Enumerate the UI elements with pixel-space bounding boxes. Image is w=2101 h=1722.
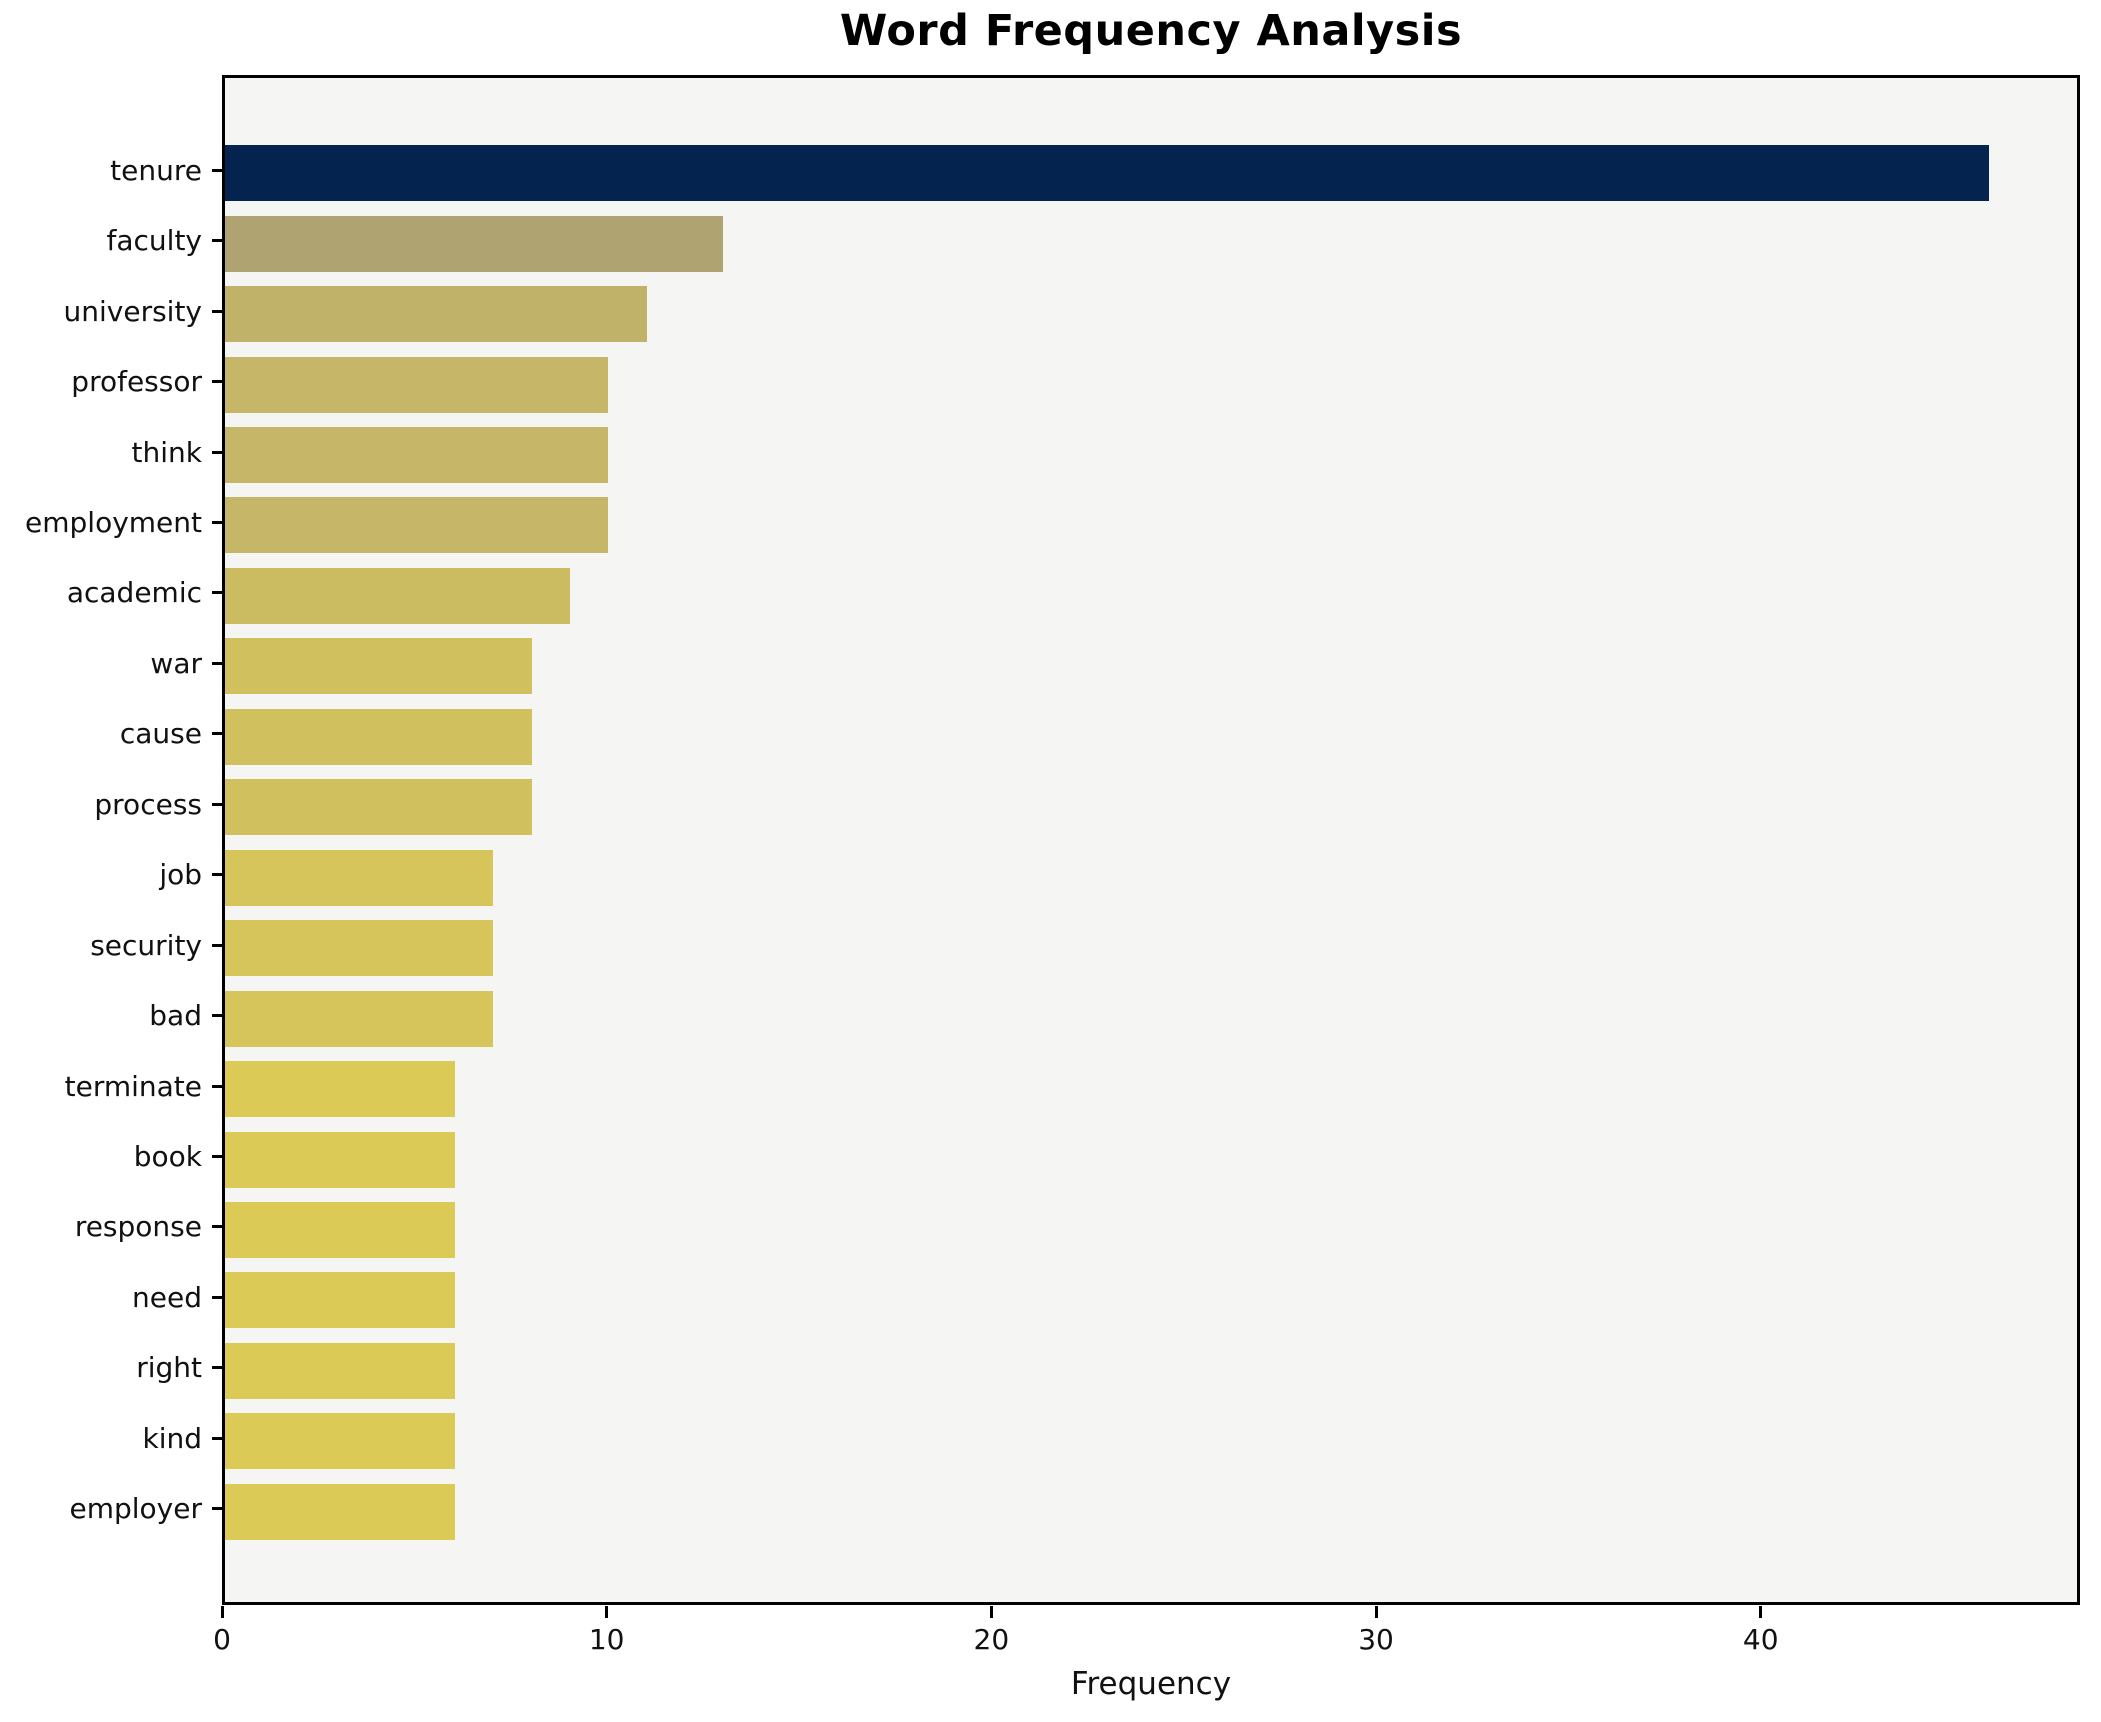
bar-row bbox=[225, 561, 2077, 631]
y-axis-label-war: war bbox=[150, 646, 202, 680]
y-tick-mark bbox=[212, 309, 222, 313]
bar-professor bbox=[225, 356, 609, 413]
x-tick-label-0: 0 bbox=[213, 1623, 231, 1656]
bar-faculty bbox=[225, 215, 724, 272]
y-axis-label-job: job bbox=[159, 858, 202, 892]
x-tick-mark bbox=[220, 1606, 224, 1618]
bar-university bbox=[225, 286, 647, 343]
bar-row bbox=[225, 1406, 2077, 1476]
bar-response bbox=[225, 1201, 456, 1258]
x-tick-label-10: 10 bbox=[588, 1623, 625, 1656]
y-tick-mark bbox=[212, 1225, 222, 1229]
y-tick-mark bbox=[212, 520, 222, 524]
bar-row bbox=[225, 1336, 2077, 1406]
y-axis-label-need: need bbox=[132, 1280, 202, 1314]
y-axis-label-response: response bbox=[74, 1210, 202, 1244]
x-axis-title: Frequency bbox=[1070, 1666, 1232, 1702]
y-tick-mark bbox=[212, 873, 222, 877]
bar-think bbox=[225, 427, 609, 484]
y-tick-mark bbox=[212, 1366, 222, 1370]
bar-row bbox=[225, 138, 2077, 208]
x-tick-mark bbox=[605, 1606, 609, 1618]
y-tick-mark bbox=[212, 1014, 222, 1018]
bar-row bbox=[225, 420, 2077, 490]
bars-layer bbox=[225, 138, 2077, 1547]
bar-process bbox=[225, 779, 532, 836]
y-tick-mark bbox=[212, 591, 222, 595]
y-tick-mark bbox=[212, 239, 222, 243]
y-tick-mark bbox=[212, 732, 222, 736]
y-axis-label-right: right bbox=[136, 1351, 202, 1385]
y-axis-label-security: security bbox=[90, 928, 202, 962]
bar-row bbox=[225, 631, 2077, 701]
y-tick-mark bbox=[212, 380, 222, 384]
y-tick-mark bbox=[212, 802, 222, 806]
bar-need bbox=[225, 1272, 456, 1329]
bar-tenure bbox=[225, 145, 1989, 202]
bar-row bbox=[225, 702, 2077, 772]
x-tick-label-30: 30 bbox=[1358, 1623, 1394, 1656]
bar-academic bbox=[225, 567, 571, 624]
bar-kind bbox=[225, 1413, 456, 1470]
bar-bad bbox=[225, 990, 494, 1047]
bar-row bbox=[225, 490, 2077, 560]
bar-row bbox=[225, 1195, 2077, 1265]
plot-area bbox=[222, 75, 2080, 1605]
x-tick-label-20: 20 bbox=[973, 1623, 1010, 1656]
x-tick-mark bbox=[1374, 1606, 1378, 1618]
bar-job bbox=[225, 849, 494, 906]
bar-row bbox=[225, 843, 2077, 913]
x-tick-mark bbox=[989, 1606, 993, 1618]
bar-row bbox=[225, 1124, 2077, 1194]
y-tick-mark bbox=[212, 661, 222, 665]
y-tick-mark bbox=[212, 1155, 222, 1159]
bar-row bbox=[225, 279, 2077, 349]
y-axis-label-employment: employment bbox=[25, 505, 202, 539]
bar-employer bbox=[225, 1483, 456, 1540]
y-tick-mark bbox=[212, 1436, 222, 1440]
bar-cause bbox=[225, 708, 532, 765]
y-axis-label-terminate: terminate bbox=[64, 1069, 202, 1103]
y-axis-label-kind: kind bbox=[142, 1421, 202, 1455]
y-tick-mark bbox=[212, 943, 222, 947]
bar-terminate bbox=[225, 1061, 456, 1118]
bar-row bbox=[225, 1054, 2077, 1124]
y-axis-label-bad: bad bbox=[149, 999, 202, 1033]
y-axis-label-professor: professor bbox=[71, 365, 202, 399]
y-axis-label-tenure: tenure bbox=[110, 153, 202, 187]
x-tick-mark bbox=[1759, 1606, 1763, 1618]
y-axis-label-book: book bbox=[133, 1140, 202, 1174]
bar-war bbox=[225, 638, 532, 695]
bar-row bbox=[225, 349, 2077, 419]
bar-employment bbox=[225, 497, 609, 554]
y-tick-mark bbox=[212, 1507, 222, 1511]
bar-row bbox=[225, 1265, 2077, 1335]
y-axis-label-think: think bbox=[131, 435, 202, 469]
y-axis-label-university: university bbox=[63, 294, 203, 328]
y-axis-label-employer: employer bbox=[69, 1492, 203, 1526]
bar-row bbox=[225, 1477, 2077, 1547]
y-tick-mark bbox=[212, 1084, 222, 1088]
chart-title: Word Frequency Analysis bbox=[839, 6, 1463, 56]
bar-book bbox=[225, 1131, 456, 1188]
bar-row bbox=[225, 772, 2077, 842]
bar-security bbox=[225, 920, 494, 977]
y-tick-mark bbox=[212, 1295, 222, 1299]
x-tick-label-40: 40 bbox=[1742, 1623, 1779, 1656]
y-axis-label-academic: academic bbox=[66, 576, 202, 610]
y-axis-label-process: process bbox=[94, 787, 202, 821]
bar-row bbox=[225, 983, 2077, 1053]
y-axis-label-cause: cause bbox=[119, 717, 202, 751]
y-tick-mark bbox=[212, 450, 222, 454]
bar-row bbox=[225, 913, 2077, 983]
y-axis-label-faculty: faculty bbox=[106, 224, 202, 258]
bar-right bbox=[225, 1342, 456, 1399]
y-tick-mark bbox=[212, 168, 222, 172]
bar-row bbox=[225, 208, 2077, 278]
